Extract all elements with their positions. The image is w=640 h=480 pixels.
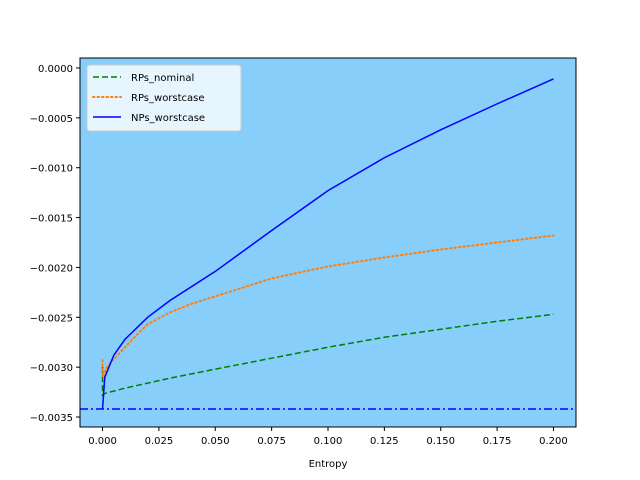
series-line-rps-nominal <box>101 313 554 397</box>
y-tick-label: 0.0000 <box>38 64 73 75</box>
series-layer <box>80 78 576 410</box>
x-tick-label: 0.075 <box>257 436 286 447</box>
y-tick-label: −0.0035 <box>30 413 73 424</box>
y-tick-label: −0.0010 <box>30 164 73 175</box>
y-tick-label: −0.0025 <box>30 313 73 324</box>
x-tick-label: 0.100 <box>314 436 343 447</box>
y-tick-label: −0.0015 <box>30 214 73 225</box>
y-tick-label: −0.0030 <box>30 363 73 374</box>
x-tick-label: 0.150 <box>426 436 455 447</box>
legend-label: RPs_nominal <box>131 73 194 84</box>
y-tick-label: −0.0005 <box>30 114 73 125</box>
x-axis: 0.000 0.025 0.050 0.075 0.100 0.125 0.150 0.175… <box>88 427 568 447</box>
legend: RPs_nominal RPs_worstcase NPs_worstcase <box>86 64 242 132</box>
x-tick-label: 0.025 <box>145 436 174 447</box>
series-line-nps-worstcase <box>101 78 554 410</box>
x-tick-label: 0.175 <box>483 436 512 447</box>
x-axis-label: Entropy <box>309 459 348 470</box>
x-tick-label: 0.050 <box>201 436 230 447</box>
x-tick-label: 0.125 <box>370 436 399 447</box>
x-tick-label: 0.000 <box>88 436 117 447</box>
x-tick-label: 0.200 <box>539 436 568 447</box>
legend-box <box>86 64 242 132</box>
y-axis: 0.0000 −0.0005 −0.0010 −0.0015 −0.0020 −0.002… <box>30 64 80 424</box>
legend-label: NPs_worstcase <box>131 113 205 124</box>
legend-label: RPs_worstcase <box>131 93 205 104</box>
y-tick-label: −0.0020 <box>30 263 73 274</box>
